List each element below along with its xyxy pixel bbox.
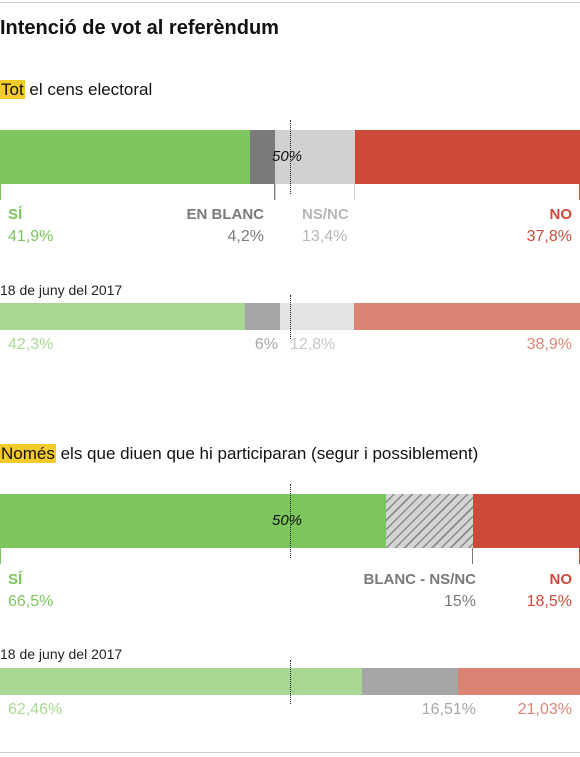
section-1-si-value: 41,9% bbox=[8, 228, 54, 245]
section-1-previous-no-segment bbox=[354, 303, 580, 330]
section-1-current-no-segment bbox=[354, 130, 580, 184]
section-2-midpoint-label: 50% bbox=[272, 512, 303, 529]
section-2-previous-si-segment bbox=[0, 668, 363, 695]
section-2-previous-blanc-nsnc-segment bbox=[362, 668, 459, 695]
section-2-blanc-nsnc-value: 15% bbox=[443, 593, 476, 610]
section-1-current-nsnc-segment bbox=[274, 130, 355, 184]
section-2-previous-no-segment bbox=[458, 668, 580, 695]
section-1-previous-blanc-segment bbox=[245, 303, 281, 330]
section-1-highlight: Tot bbox=[0, 80, 25, 99]
section-1-blanc-value: 4,2% bbox=[227, 228, 264, 245]
section-1-no-value: 37,8% bbox=[526, 228, 572, 245]
section-2-previous-bar bbox=[0, 668, 580, 695]
section-2-prev-si-value: 62,46% bbox=[8, 701, 63, 718]
section-2-current-no-segment bbox=[472, 494, 580, 548]
segment-tick bbox=[353, 184, 355, 200]
segment-tick bbox=[0, 548, 1, 564]
section-2-si-label: SÍ bbox=[8, 571, 23, 588]
section-1-previous-bar bbox=[0, 303, 580, 330]
section-1-subtitle: Tot el cens electoral bbox=[0, 80, 152, 100]
section-1-subtitle-rest: el cens electoral bbox=[24, 80, 153, 99]
section-1-current-blanc-segment bbox=[249, 130, 275, 184]
section-2-subtitle-rest: els que diuen que hi participaran (segur… bbox=[55, 444, 479, 463]
section-1-midpoint-line bbox=[290, 120, 291, 194]
section-1-midpoint-label: 50% bbox=[272, 148, 303, 165]
section-1-previous-midpoint-line bbox=[290, 295, 291, 339]
section-2-no-value: 18,5% bbox=[526, 593, 572, 610]
section-1-prev-nsnc-value: 12,8% bbox=[290, 336, 336, 353]
section-2-no-label: NO bbox=[549, 571, 573, 588]
section-2-si-value: 66,5% bbox=[8, 593, 54, 610]
segment-tick bbox=[0, 184, 1, 200]
top-rule bbox=[0, 2, 580, 3]
section-1-previous-date: 18 de juny del 2017 bbox=[0, 282, 123, 298]
section-1-no-label: NO bbox=[549, 206, 573, 223]
section-2-previous-date: 18 de juny del 2017 bbox=[0, 646, 123, 662]
section-1-previous-nsnc-segment bbox=[280, 303, 355, 330]
segment-tick bbox=[274, 184, 276, 200]
section-2-current-blanc-nsnc-segment bbox=[385, 494, 473, 548]
section-1-si-label: SÍ bbox=[8, 206, 23, 223]
section-2-blanc-nsnc-label: BLANC - NS/NC bbox=[363, 571, 477, 588]
section-2-current-si-segment bbox=[0, 494, 386, 548]
chart-title: Intenció de vot al referèndum bbox=[0, 17, 279, 39]
section-2-current-bar bbox=[0, 494, 580, 548]
section-2-prev-no-value: 21,03% bbox=[517, 701, 572, 718]
section-2-previous-midpoint-line bbox=[290, 660, 291, 704]
section-1-prev-blanc-value: 6% bbox=[254, 336, 278, 353]
section-1-nsnc-label: NS/NC bbox=[302, 206, 349, 223]
segment-tick bbox=[273, 184, 275, 200]
section-1-previous-si-segment bbox=[0, 303, 246, 330]
section-1-current-si-segment bbox=[0, 130, 250, 184]
section-1-prev-no-value: 38,9% bbox=[526, 336, 572, 353]
section-1-prev-si-value: 42,3% bbox=[8, 336, 54, 353]
section-2-highlight: Només bbox=[0, 444, 56, 463]
section-2-midpoint-line bbox=[290, 484, 291, 558]
section-1-current-bar bbox=[0, 130, 580, 184]
section-1-nsnc-value: 13,4% bbox=[302, 228, 348, 245]
section-2-subtitle: Només els que diuen que hi participaran … bbox=[0, 444, 478, 464]
section-1-blanc-label: EN BLANC bbox=[186, 206, 265, 223]
bottom-rule bbox=[0, 752, 580, 753]
segment-tick bbox=[471, 548, 473, 564]
section-2-prev-blanc-nsnc-value: 16,51% bbox=[421, 701, 476, 718]
